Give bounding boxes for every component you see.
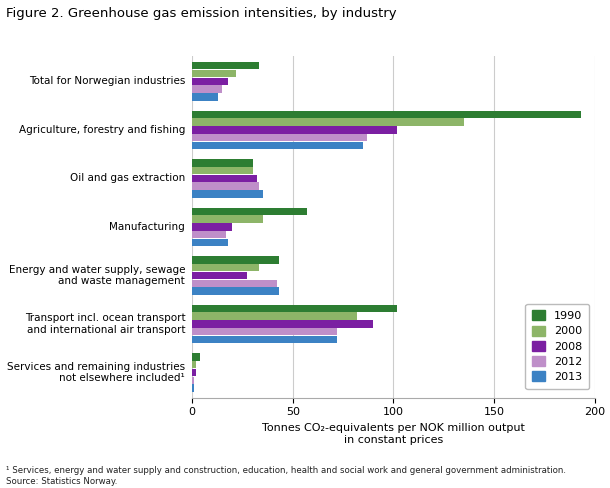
Bar xyxy=(192,264,259,271)
Bar xyxy=(192,167,253,174)
Bar xyxy=(192,256,279,264)
Bar xyxy=(192,142,364,149)
Bar xyxy=(192,280,277,287)
Bar xyxy=(192,320,373,328)
Bar xyxy=(192,159,253,166)
Bar xyxy=(192,336,337,343)
Bar xyxy=(192,305,398,312)
Bar xyxy=(192,353,200,361)
Text: ¹ Services, energy and water supply and construction, education, health and soci: ¹ Services, energy and water supply and … xyxy=(6,466,566,486)
Bar xyxy=(192,126,398,134)
Bar xyxy=(192,223,232,231)
Bar xyxy=(192,111,581,118)
Bar xyxy=(192,377,194,384)
Bar xyxy=(192,239,228,246)
Bar xyxy=(192,231,226,239)
X-axis label: Tonnes CO₂-equivalents per NOK million output
in constant prices: Tonnes CO₂-equivalents per NOK million o… xyxy=(262,423,525,445)
Bar xyxy=(192,134,367,142)
Legend: 1990, 2000, 2008, 2012, 2013: 1990, 2000, 2008, 2012, 2013 xyxy=(525,304,589,389)
Bar xyxy=(192,369,196,376)
Bar xyxy=(192,78,228,85)
Bar xyxy=(192,215,263,223)
Text: Figure 2. Greenhouse gas emission intensities, by industry: Figure 2. Greenhouse gas emission intens… xyxy=(6,7,397,20)
Bar xyxy=(192,119,464,126)
Bar xyxy=(192,312,357,320)
Bar xyxy=(192,85,222,93)
Bar xyxy=(192,207,307,215)
Bar xyxy=(192,70,237,77)
Bar xyxy=(192,62,259,69)
Bar xyxy=(192,361,196,368)
Bar xyxy=(192,272,246,279)
Bar xyxy=(192,287,279,295)
Bar xyxy=(192,175,257,182)
Bar xyxy=(192,328,337,335)
Bar xyxy=(192,183,259,190)
Bar xyxy=(192,385,194,392)
Bar xyxy=(192,190,263,198)
Bar xyxy=(192,93,218,101)
